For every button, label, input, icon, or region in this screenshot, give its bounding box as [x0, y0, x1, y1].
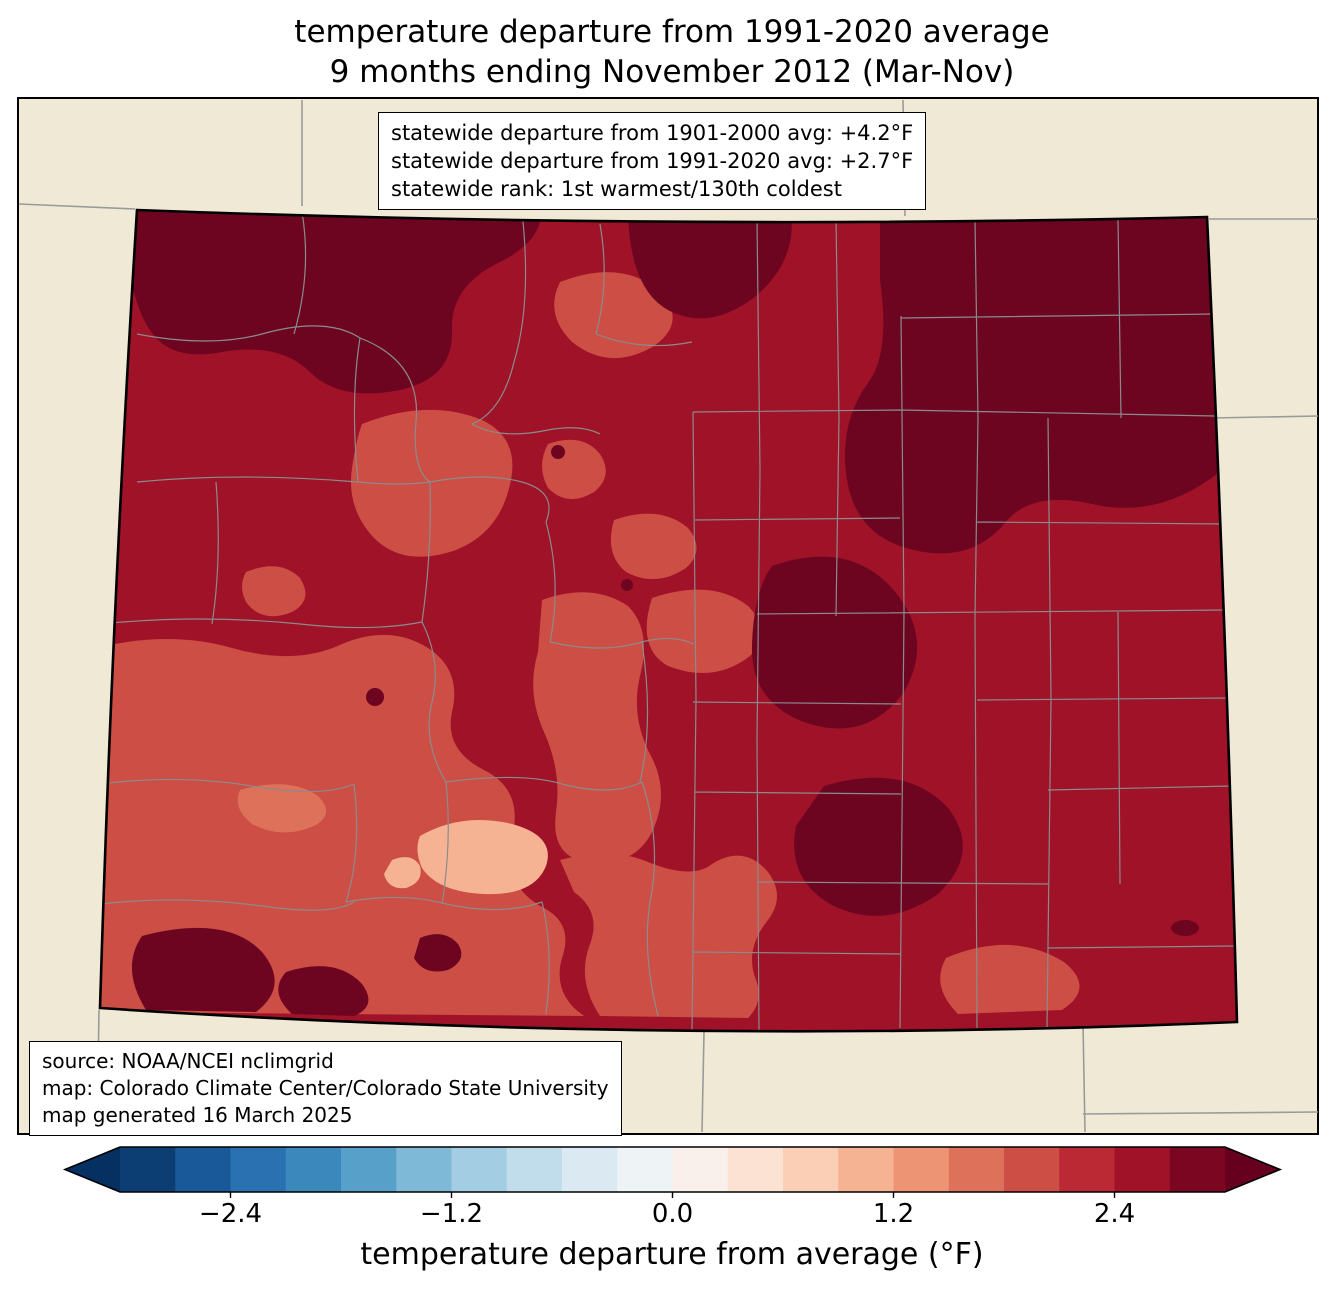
colorbar-segment: [1169, 1147, 1226, 1192]
colorbar-segment: [506, 1147, 563, 1192]
region-southeast-small: [940, 944, 1080, 1014]
colorbar-segment: [230, 1147, 287, 1192]
colorbar-segment: [396, 1147, 453, 1192]
region-maroon-dot-4: [621, 579, 633, 591]
stats-line-3: statewide rank: 1st warmest/130th coldes…: [391, 177, 842, 201]
colorbar-segment: [175, 1147, 232, 1192]
region-maroon-northwest: [120, 210, 542, 394]
colorbar-outline: [62, 1146, 1283, 1193]
region-maroon-dot-5: [1171, 920, 1199, 936]
region-maroon-northeast: [845, 210, 1222, 554]
colorbar-under-arrow: [65, 1147, 120, 1192]
region-light-west: [237, 784, 327, 833]
state-outline: [98, 208, 1239, 1033]
region-maroon-dot-2: [366, 688, 384, 706]
region-maroon-southwest-1: [131, 927, 275, 1012]
colorbar-over-arrow: [1225, 1147, 1280, 1192]
region-central-3: [610, 513, 697, 580]
colorbar-segment: [285, 1147, 342, 1192]
source-line-3: map generated 16 March 2025: [42, 1103, 353, 1127]
title-line-1: temperature departure from 1991-2020 ave…: [294, 14, 1050, 50]
region-maroon-dot-1: [414, 934, 462, 972]
source-line-2: map: Colorado Climate Center/Colorado St…: [42, 1076, 609, 1100]
regions-peach: [384, 820, 548, 895]
colorbar-label: temperature departure from average (°F): [360, 1237, 984, 1272]
figure-title: temperature departure from 1991-2020 ave…: [0, 12, 1344, 92]
colorbar-segment: [341, 1147, 397, 1192]
stats-line-1: statewide departure from 1901-2000 avg: …: [391, 121, 914, 145]
region-maroon-top-center: [628, 210, 792, 319]
region-southwest: [100, 635, 584, 1016]
region-central-strip: [533, 592, 661, 863]
colorbar: [62, 1146, 1283, 1198]
colorbar-segment: [672, 1147, 729, 1192]
colorbar-segment: [893, 1147, 950, 1192]
regions-maroon: [120, 210, 1222, 1016]
region-maroon-south-central: [794, 777, 963, 916]
region-central-1: [350, 409, 513, 557]
stats-box: statewide departure from 1901-2000 avg: …: [378, 112, 927, 210]
colorbar-segment: [948, 1147, 1005, 1192]
colorbar-segment: [1004, 1147, 1060, 1192]
regions-light-salmon: [237, 784, 327, 833]
colorbar-segment: [120, 1147, 176, 1192]
source-box: source: NOAA/NCEI nclimgrid map: Colorad…: [29, 1041, 622, 1136]
colorado-state: [98, 208, 1239, 1033]
region-maroon-dot-3: [551, 445, 565, 459]
region-peach-southwest: [384, 820, 548, 895]
county-borders-east: [691, 219, 1235, 1031]
colorbar-segment: [1114, 1147, 1171, 1192]
county-borders-west: [100, 211, 695, 1017]
region-maroon-southwest-2: [278, 966, 369, 1016]
colorbar-segment: [838, 1147, 895, 1192]
region-central-4: [646, 589, 762, 674]
region-maroon-east-central: [751, 556, 918, 729]
regions-salmon: [100, 272, 1080, 1018]
region-south-center: [560, 853, 777, 1018]
temperature-regions: [100, 210, 1235, 1031]
colorbar-segment: [562, 1147, 618, 1192]
colorbar-segment: [1059, 1147, 1116, 1192]
stats-line-2: statewide departure from 1991-2020 avg: …: [391, 149, 914, 173]
source-line-1: source: NOAA/NCEI nclimgrid: [42, 1049, 334, 1073]
region-west-small: [242, 566, 306, 617]
colorbar-segment: [783, 1147, 839, 1192]
title-line-2: 9 months ending November 2012 (Mar-Nov): [329, 54, 1015, 90]
colorbar-segment: [617, 1147, 674, 1192]
colorbar-segment: [451, 1147, 508, 1192]
region-north-center: [554, 272, 673, 359]
colorbar-segment: [727, 1147, 784, 1192]
